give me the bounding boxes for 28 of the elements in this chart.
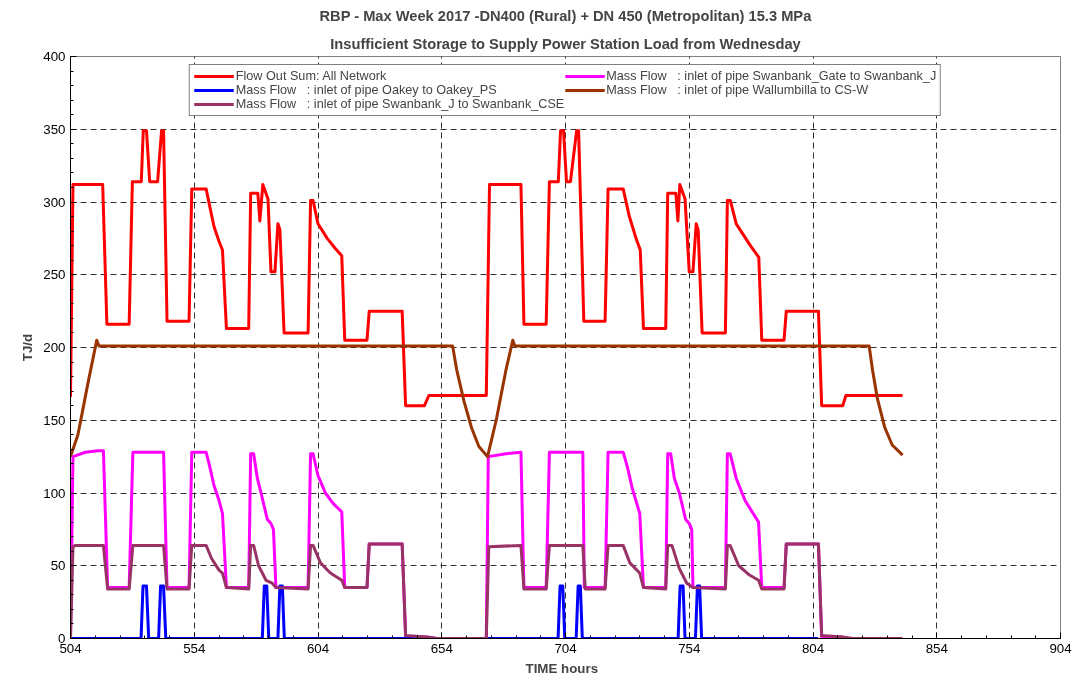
x-tick-label: 604 (306, 640, 330, 656)
y-axis-title: TJ/d (20, 333, 36, 362)
x-tick-label: 804 (801, 640, 825, 656)
y-tick-label: 350 (43, 121, 66, 137)
chart-title: RBP - Max Week 2017 -DN400 (Rural) + DN 450 (Metropolitan) 15.3 MPa (319, 7, 813, 24)
x-tick-label: 704 (554, 640, 578, 656)
x-axis-title: TIME hours (525, 660, 599, 676)
y-tick-label: 200 (43, 340, 66, 355)
y-tick-label: 100 (43, 485, 66, 501)
legend-label: Mass Flow : inlet of pipe Oakey to Oakey_PS (235, 83, 497, 97)
line-series (70, 338, 905, 459)
legend-label: Mass Flow : inlet of pipe Swanbank_Gate to Swanbank_J (606, 69, 937, 83)
x-tick-label: 904 (1049, 640, 1073, 656)
legend-label: Flow Out Sum: All Network (235, 69, 387, 83)
y-tick-label: 250 (43, 267, 66, 283)
y-tick-label: 50 (50, 558, 66, 574)
chart-subtitle: Insufficient Storage to Supply Power Station Load from Wednesday (330, 35, 802, 52)
x-tick-label: 654 (430, 640, 454, 656)
x-tick-label: 554 (183, 640, 206, 656)
x-tick-label: 754 (678, 640, 701, 656)
y-tick-label: 300 (43, 194, 66, 210)
y-tick-label: 150 (43, 412, 66, 428)
line-series (70, 542, 905, 639)
y-tick-label: 400 (43, 49, 66, 64)
legend-label: Mass Flow : inlet of pipe Wallumbilla to CS-W (606, 83, 869, 97)
line-series (70, 129, 905, 408)
legend-label: Mass Flow : inlet of pipe Swanbank_J to Swanbank_CSE (235, 97, 565, 111)
x-tick-label: 854 (925, 640, 949, 656)
